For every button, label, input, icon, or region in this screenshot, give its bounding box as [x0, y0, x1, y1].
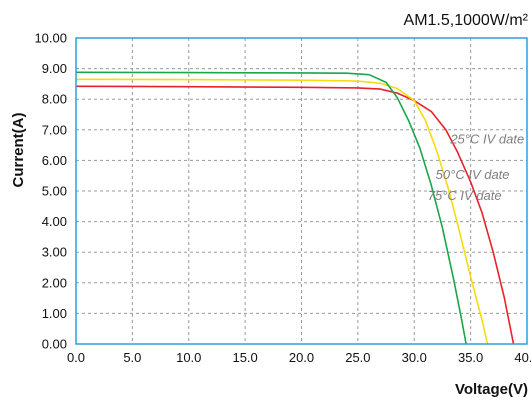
x-tick-label: 25.0	[345, 350, 370, 365]
x-tick-label: 0.0	[67, 350, 85, 365]
series-group	[75, 71, 515, 345]
y-tick-label: 4.00	[42, 214, 67, 229]
chart-title: AM1.5,1000W/m²	[404, 12, 529, 29]
y-tick-label: 1.00	[42, 306, 67, 321]
x-tick-label: 40.0	[514, 350, 531, 365]
x-axis-title: Voltage(V)	[455, 381, 528, 398]
curve-annotation: 50°C IV date	[436, 167, 510, 182]
y-tick-label: 0.00	[42, 337, 67, 352]
y-tick-label: 7.00	[42, 122, 67, 137]
y-tick-label: 3.00	[42, 245, 67, 260]
iv-curve-line-2	[75, 78, 489, 345]
y-tick-label: 5.00	[42, 184, 67, 199]
iv-curve-line-1	[75, 85, 515, 345]
y-tick-label: 10.00	[34, 31, 67, 46]
iv-curve-line-3	[75, 71, 467, 345]
y-axis-title: Current(A)	[10, 113, 27, 188]
y-tick-label: 9.00	[42, 61, 67, 76]
x-tick-label: 35.0	[458, 350, 483, 365]
y-tick-label: 6.00	[42, 153, 67, 168]
grid	[76, 38, 527, 344]
y-tick-label: 8.00	[42, 92, 67, 107]
annotations: 25°C IV date 50°C IV date 75°C IV date	[428, 132, 524, 204]
curve-annotation: 75°C IV date	[428, 188, 502, 203]
plot-frame	[75, 37, 528, 345]
y-tick-label: 2.00	[42, 275, 67, 290]
x-tick-label: 20.0	[289, 350, 314, 365]
x-tick-label: 5.0	[123, 350, 141, 365]
x-tick-labels: 0.0 5.0 10.0 15.0 20.0 25.0 30.0 35.0 40.0	[67, 350, 531, 365]
x-tick-label: 30.0	[402, 350, 427, 365]
curve-annotation: 25°C IV date	[449, 132, 524, 147]
x-tick-label: 15.0	[232, 350, 257, 365]
x-tick-label: 10.0	[176, 350, 201, 365]
y-tick-labels: 0.00 1.00 2.00 3.00 4.00 5.00 6.00 7.00 8.00 9.00…	[34, 31, 67, 352]
